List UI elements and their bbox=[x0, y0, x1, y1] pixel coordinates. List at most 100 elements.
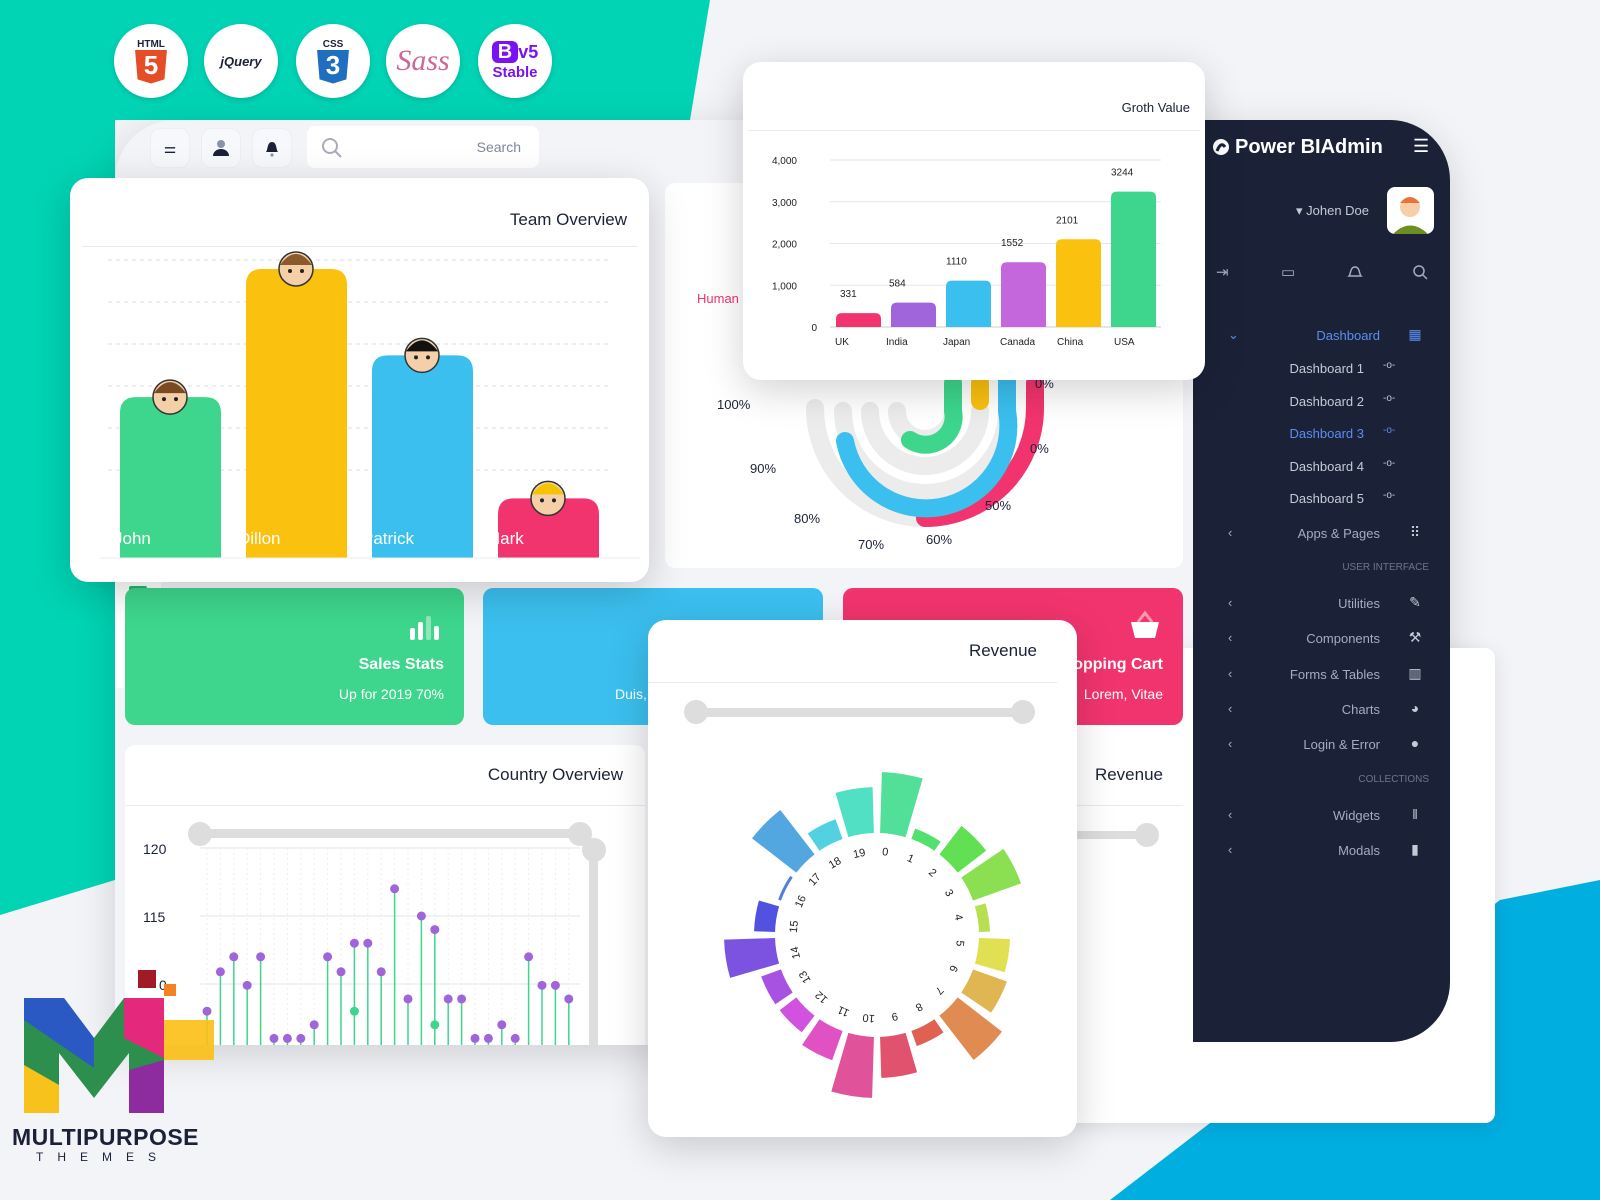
range-slider-track bbox=[200, 829, 580, 838]
team-bar-chart: John Dillon Patrick Mark bbox=[100, 251, 640, 559]
lollipop-dot bbox=[363, 938, 373, 948]
card-title: Revenue bbox=[968, 641, 1037, 660]
sidebar-item[interactable]: ‹ Utilities ✎ bbox=[1210, 592, 1430, 616]
brand-name[interactable]: Power BIAdmin bbox=[1235, 136, 1383, 158]
lollipop-dot bbox=[309, 1020, 319, 1030]
lollipop-dot bbox=[282, 1033, 292, 1043]
logo-text: MULTIPURPOSE bbox=[12, 1124, 200, 1150]
category-label: 19 bbox=[852, 847, 867, 861]
sidebar-subitem[interactable]: Dashboard 4 bbox=[1289, 458, 1364, 474]
category-label: 10 bbox=[862, 1011, 875, 1024]
user-icon-button[interactable] bbox=[201, 128, 241, 168]
sidebar-item[interactable]: ‹ Modals ▮ bbox=[1210, 839, 1430, 863]
y-tick: 0 bbox=[811, 323, 817, 334]
team-overview-card: Team Overview John Dillon Patrick Mark bbox=[70, 178, 649, 582]
chevron-left-icon: ‹ bbox=[1228, 807, 1233, 822]
x-tick: Japan bbox=[943, 337, 970, 348]
x-tick: India bbox=[886, 337, 908, 348]
sliders-icon-button[interactable]: ⚌ bbox=[150, 128, 190, 168]
category-label: 9 bbox=[890, 1010, 899, 1023]
category-label: 14 bbox=[789, 945, 803, 960]
hair bbox=[532, 483, 564, 495]
lollipop-dot bbox=[336, 967, 346, 977]
lollipop-dot bbox=[510, 1033, 520, 1043]
vertical-slider-track bbox=[589, 850, 598, 1045]
sidebar-subitem[interactable]: Dashboard 2 bbox=[1289, 393, 1364, 409]
menu-toggle-icon[interactable]: ☰ bbox=[1413, 136, 1430, 156]
radial-bar bbox=[831, 1032, 874, 1098]
chat-icon[interactable]: ▭ bbox=[1281, 264, 1296, 281]
sidebar-item[interactable]: ‹ Widgets ‖ bbox=[1210, 804, 1430, 828]
range-slider[interactable] bbox=[696, 708, 1022, 717]
logout-icon[interactable]: ⇥ bbox=[1216, 264, 1229, 281]
sidebar-item-dashboard[interactable]: ⌄ Dashboard ▦ bbox=[1210, 324, 1430, 348]
hair bbox=[280, 253, 312, 265]
sidebar-subitem[interactable]: Dashboard 1 bbox=[1289, 361, 1364, 376]
eye bbox=[174, 397, 178, 402]
range-slider[interactable] bbox=[1070, 831, 1148, 839]
book-icon: ▮ bbox=[1411, 841, 1419, 857]
radial-bar bbox=[974, 938, 1010, 973]
sidebar-subitem[interactable]: Dashboard 3 bbox=[1289, 426, 1364, 441]
revenue-card: Revenue 0 1 2 3 4 5 6 7 8 9 10 11 12 13 14 15 16 17 18 19 bbox=[648, 620, 1077, 1137]
chevron-left-icon: ‹ bbox=[1228, 665, 1233, 681]
bar bbox=[246, 268, 347, 558]
sidebar-item[interactable]: ‹ Charts ◕ bbox=[1210, 698, 1430, 722]
sales-stats-card[interactable]: Sales Stats Up for 2019 70% bbox=[125, 588, 464, 725]
sass-badge: Sass bbox=[386, 24, 460, 98]
data-label: 1110 bbox=[946, 257, 967, 268]
chevron-left-icon: ‹ bbox=[1228, 595, 1233, 610]
hair bbox=[406, 340, 438, 352]
sidebar-subitem[interactable]: Dashboard 5 bbox=[1289, 491, 1364, 506]
y-tick: 3,000 bbox=[772, 198, 797, 209]
brand-logo-icon bbox=[1213, 139, 1229, 155]
eye bbox=[540, 498, 544, 503]
lollipop-dot bbox=[483, 1033, 493, 1043]
search-icon[interactable] bbox=[1412, 264, 1428, 280]
radial-bar bbox=[961, 848, 1022, 901]
radial-bar bbox=[807, 819, 843, 851]
sidebar-item[interactable]: ‹ Forms & Tables ▥ bbox=[1210, 663, 1430, 687]
search-input[interactable]: Search bbox=[307, 126, 539, 168]
library-icon: ‖ bbox=[1412, 806, 1418, 822]
sidebar-item[interactable]: ‹ Login & Error ● bbox=[1210, 733, 1430, 757]
circle-bullet-icon: -o- bbox=[1383, 425, 1396, 436]
radial-bar bbox=[779, 997, 815, 1033]
x-tick: UK bbox=[835, 337, 849, 348]
grid-icon: ▦ bbox=[1408, 326, 1422, 342]
bar-chart-icon bbox=[410, 616, 439, 640]
avatar-image bbox=[1393, 197, 1428, 234]
bell-icon-button[interactable] bbox=[252, 128, 292, 168]
category-label: 6 bbox=[946, 963, 959, 973]
lollipop-dot bbox=[390, 884, 400, 894]
category-label: 13 bbox=[797, 969, 814, 986]
slider-handle-right[interactable] bbox=[1011, 700, 1035, 724]
bell-icon[interactable] bbox=[1347, 264, 1363, 280]
user-dropdown[interactable]: ▾ Johen Doe bbox=[1296, 203, 1370, 218]
hair bbox=[154, 382, 186, 394]
avatar[interactable] bbox=[1387, 187, 1434, 234]
pie-chart-icon: ◕ bbox=[1410, 699, 1420, 716]
circle-bullet-icon: -o- bbox=[1383, 457, 1396, 469]
data-label: 2101 bbox=[1056, 215, 1079, 226]
slider-handle[interactable] bbox=[1135, 823, 1159, 847]
bar bbox=[836, 313, 881, 327]
sidebar-item[interactable]: ‹ Components ⚒ bbox=[1210, 627, 1430, 651]
eye bbox=[426, 355, 430, 360]
lollipop-chart bbox=[188, 822, 606, 1045]
category-label: 2 bbox=[926, 867, 939, 880]
lollipop-dot bbox=[443, 994, 453, 1004]
progress-arc-blue bbox=[836, 364, 1018, 518]
avatar-face bbox=[530, 480, 566, 517]
circle-bullet-icon: -o- bbox=[1383, 360, 1396, 371]
bar bbox=[946, 280, 991, 327]
lollipop-dot-secondary bbox=[430, 1020, 440, 1030]
radial-bar bbox=[724, 938, 780, 978]
eye bbox=[300, 268, 304, 273]
circle-bullet-icon: -o- bbox=[1383, 490, 1396, 501]
lollipop-dot bbox=[215, 967, 225, 977]
sidebar-item-apps[interactable]: ‹ Apps & Pages ⠿ bbox=[1210, 522, 1430, 546]
slider-handle-left[interactable] bbox=[684, 700, 708, 724]
category-label: 16 bbox=[793, 894, 809, 910]
